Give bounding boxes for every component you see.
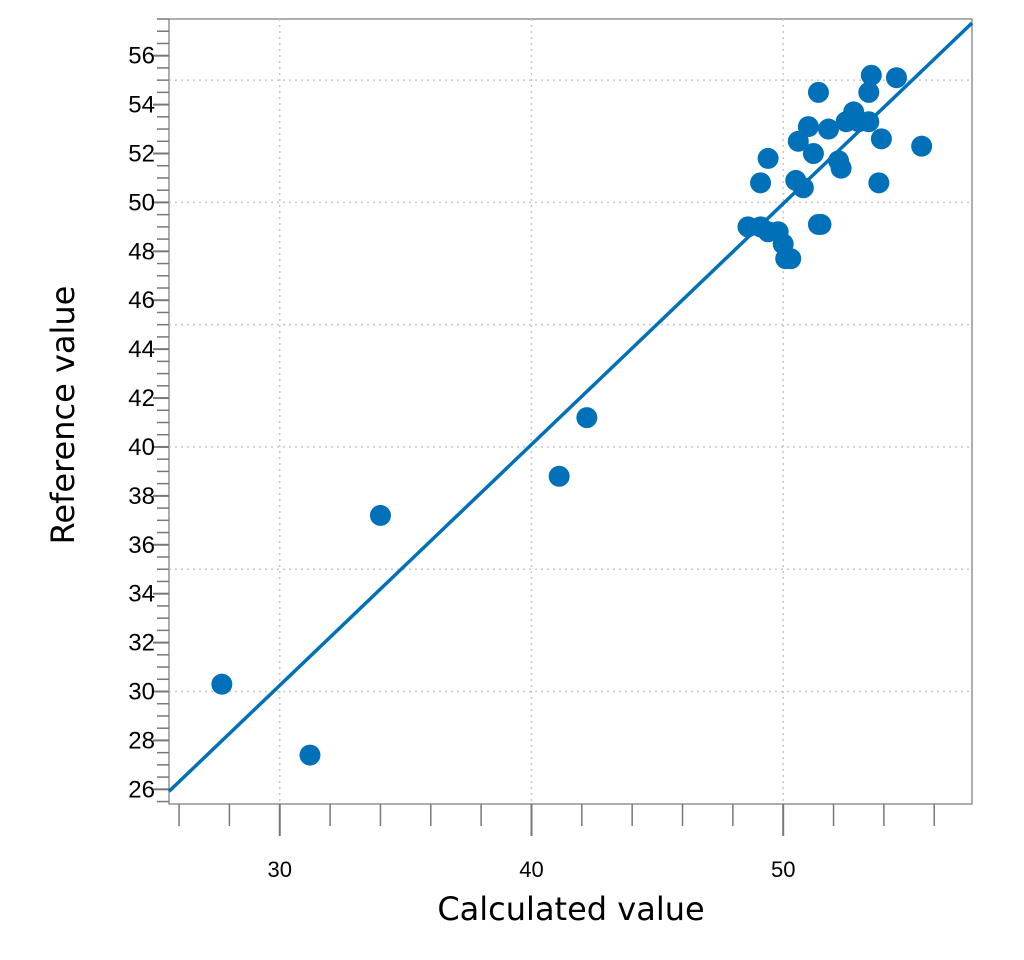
x-tick-label: 40 bbox=[519, 857, 543, 882]
data-point bbox=[548, 465, 570, 487]
data-point bbox=[299, 744, 321, 766]
x-tick-label: 30 bbox=[268, 857, 292, 882]
data-points bbox=[211, 64, 933, 766]
y-tick-label: 28 bbox=[128, 727, 155, 754]
y-tick-label: 46 bbox=[128, 287, 155, 314]
data-point bbox=[576, 407, 598, 429]
grid-lines bbox=[169, 19, 972, 804]
data-point bbox=[830, 157, 852, 179]
data-point bbox=[870, 128, 892, 150]
y-tick-label: 40 bbox=[128, 434, 155, 461]
y-tick-label: 30 bbox=[128, 679, 155, 706]
y-tick-label: 32 bbox=[128, 630, 155, 657]
data-point bbox=[911, 135, 933, 157]
data-point bbox=[858, 81, 880, 103]
data-point bbox=[818, 118, 840, 140]
data-point bbox=[750, 172, 772, 194]
y-tick-label: 38 bbox=[128, 483, 155, 510]
data-point bbox=[885, 67, 907, 89]
x-axis-title: Calculated value bbox=[437, 890, 704, 928]
data-point bbox=[858, 111, 880, 133]
y-tick-label: 36 bbox=[128, 532, 155, 559]
y-tick-label: 34 bbox=[128, 581, 155, 608]
data-point bbox=[810, 213, 832, 235]
data-point bbox=[787, 130, 809, 152]
data-point bbox=[792, 177, 814, 199]
x-tick-label: 50 bbox=[771, 857, 795, 882]
data-point bbox=[860, 64, 882, 86]
y-tick-label: 26 bbox=[128, 776, 155, 803]
minor-tick-marks bbox=[153, 18, 935, 836]
data-point bbox=[369, 504, 391, 526]
data-point bbox=[757, 147, 779, 169]
y-tick-label: 50 bbox=[128, 189, 155, 216]
data-point bbox=[802, 143, 824, 165]
y-tick-label: 54 bbox=[128, 92, 155, 119]
y-axis-title: Reference value bbox=[44, 286, 82, 545]
y-tick-label: 52 bbox=[128, 141, 155, 168]
y-tick-label: 44 bbox=[128, 336, 155, 363]
x-tick-labels: 30 40 50 bbox=[268, 857, 796, 882]
y-tick-label: 48 bbox=[128, 238, 155, 265]
data-point bbox=[868, 172, 890, 194]
y-tick-labels: 26 28 30 32 34 36 38 40 42 44 46 48 50 52 54 56 bbox=[128, 43, 155, 804]
data-point bbox=[807, 81, 829, 103]
y-tick-label: 42 bbox=[128, 385, 155, 412]
data-point bbox=[211, 673, 233, 695]
y-tick-label: 56 bbox=[128, 43, 155, 70]
data-point bbox=[780, 248, 802, 270]
data-point bbox=[797, 116, 819, 138]
